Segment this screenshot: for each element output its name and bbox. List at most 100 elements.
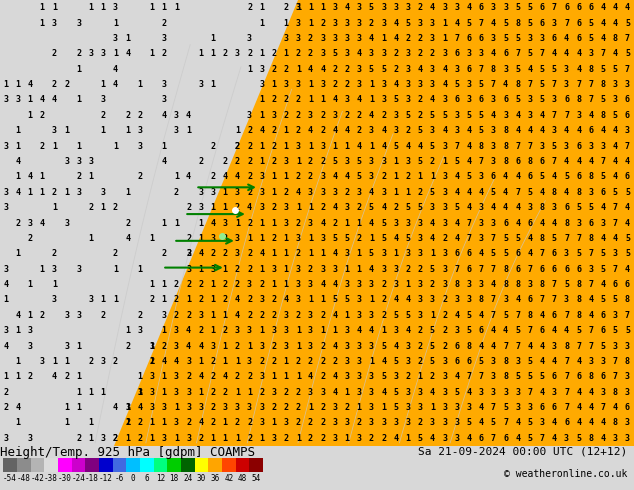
Text: 3: 3 [357, 65, 362, 74]
Text: 7: 7 [625, 142, 630, 150]
Text: 1: 1 [283, 234, 288, 243]
Text: 3: 3 [467, 49, 472, 58]
Text: 2: 2 [125, 111, 130, 120]
Text: 1: 1 [162, 388, 167, 397]
Text: 5: 5 [406, 203, 411, 212]
Text: 6: 6 [540, 403, 545, 412]
Text: 1: 1 [308, 80, 313, 89]
Text: 4: 4 [552, 418, 557, 427]
Text: 1: 1 [138, 265, 142, 273]
Text: 1: 1 [210, 34, 216, 43]
Text: 18: 18 [169, 474, 179, 483]
Text: 4: 4 [393, 234, 398, 243]
Text: 7: 7 [479, 372, 484, 381]
Text: 2: 2 [174, 311, 179, 320]
Text: 2: 2 [430, 49, 435, 58]
Text: 2: 2 [113, 357, 118, 366]
Text: 6: 6 [467, 249, 472, 258]
Text: 3: 3 [259, 403, 264, 412]
Text: 3: 3 [406, 418, 411, 427]
Text: 5: 5 [479, 126, 484, 135]
Text: 2: 2 [296, 357, 301, 366]
Text: 6: 6 [503, 434, 508, 443]
Text: 1: 1 [89, 172, 94, 181]
Text: 3: 3 [76, 188, 81, 197]
Text: 1: 1 [198, 265, 204, 273]
Text: 3: 3 [418, 280, 423, 289]
Text: 3: 3 [308, 342, 313, 350]
Text: 3: 3 [381, 249, 386, 258]
Text: 4: 4 [527, 249, 533, 258]
Text: 3: 3 [381, 265, 386, 273]
Text: 1: 1 [271, 372, 276, 381]
Text: 3: 3 [527, 34, 533, 43]
Text: 4: 4 [357, 142, 362, 150]
Bar [249, 458, 263, 471]
Text: 1: 1 [150, 342, 155, 350]
Text: 2: 2 [259, 280, 264, 289]
Text: 1: 1 [125, 34, 130, 43]
Text: 4: 4 [52, 96, 57, 104]
Text: 2: 2 [186, 203, 191, 212]
Text: 1: 1 [271, 188, 276, 197]
Text: 4: 4 [320, 280, 325, 289]
Text: 3: 3 [576, 219, 581, 227]
Text: 3: 3 [40, 357, 45, 366]
Text: 3: 3 [393, 3, 398, 12]
Bar [140, 458, 153, 471]
Text: 3: 3 [479, 49, 484, 58]
Text: 4: 4 [479, 403, 484, 412]
Text: 2: 2 [308, 157, 313, 166]
Text: 1: 1 [162, 280, 167, 289]
Text: 3: 3 [613, 434, 618, 443]
Text: 1: 1 [15, 172, 20, 181]
Text: 7: 7 [588, 96, 593, 104]
Text: 3: 3 [296, 80, 301, 89]
Text: 8: 8 [613, 388, 618, 397]
Text: 2: 2 [150, 295, 155, 304]
Text: 5: 5 [430, 326, 435, 335]
Text: 2: 2 [271, 49, 276, 58]
Text: 8: 8 [540, 234, 545, 243]
Text: 2: 2 [320, 111, 325, 120]
Text: 3: 3 [588, 188, 593, 197]
Text: 3: 3 [162, 311, 167, 320]
Text: 8: 8 [503, 142, 508, 150]
Text: 1: 1 [174, 219, 179, 227]
Text: 6: 6 [564, 3, 569, 12]
Text: 4: 4 [588, 295, 593, 304]
Text: 4: 4 [564, 126, 569, 135]
Text: -42: -42 [30, 474, 44, 483]
Text: 6: 6 [625, 172, 630, 181]
Text: 3: 3 [442, 388, 447, 397]
Text: 5: 5 [540, 372, 545, 381]
Text: 7: 7 [540, 249, 545, 258]
Text: 2: 2 [113, 434, 118, 443]
Text: 2: 2 [406, 372, 411, 381]
Text: 7: 7 [515, 311, 521, 320]
Text: 2: 2 [271, 357, 276, 366]
Text: 1: 1 [223, 265, 228, 273]
Text: 2: 2 [283, 3, 288, 12]
Text: 5: 5 [540, 172, 545, 181]
Text: 2: 2 [223, 388, 228, 397]
Text: 8: 8 [576, 295, 581, 304]
Text: 2: 2 [210, 388, 216, 397]
Text: 1: 1 [393, 172, 398, 181]
Text: 1: 1 [64, 126, 69, 135]
Text: 2: 2 [76, 172, 81, 181]
Text: 4: 4 [540, 342, 545, 350]
Text: 6: 6 [552, 265, 557, 273]
Text: 1: 1 [40, 19, 45, 27]
Text: 1: 1 [296, 326, 301, 335]
Text: 5: 5 [491, 249, 496, 258]
Text: 5: 5 [613, 111, 618, 120]
Text: 2: 2 [89, 357, 94, 366]
Text: 4: 4 [308, 65, 313, 74]
Text: 2: 2 [223, 295, 228, 304]
Text: 4: 4 [332, 342, 337, 350]
Text: © weatheronline.co.uk: © weatheronline.co.uk [504, 469, 628, 479]
Text: 3: 3 [588, 265, 593, 273]
Text: 8: 8 [552, 188, 557, 197]
Text: 3: 3 [344, 157, 349, 166]
